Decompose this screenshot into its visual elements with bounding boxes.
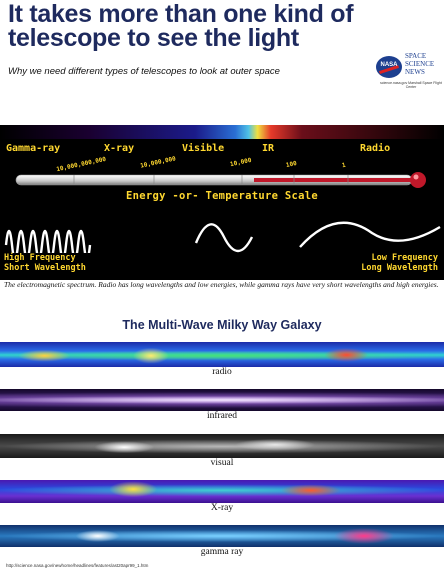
page-title: It takes more than one kind of telescope… (8, 0, 444, 52)
nasa-logo: NASA SPACE SCIENCE NEWS science.nasa.gov… (376, 50, 444, 98)
energy-scale-label: Energy -or- Temperature Scale (125, 190, 319, 202)
brand-line-1: SPACE (405, 52, 427, 60)
spectrum-caption: The electromagnetic spectrum. Radio has … (4, 280, 439, 289)
brand-line-3: NEWS (405, 68, 425, 76)
medium-wave-icon (194, 223, 254, 253)
long-wavelength-line: Long Wavelength (361, 263, 438, 273)
low-frequency-label: Low Frequency Long Wavelength (338, 253, 438, 273)
nasa-logo-text: NASA (380, 62, 398, 68)
space-science-news-brand: SPACE SCIENCE NEWS (405, 52, 434, 76)
visual-strip-image (0, 434, 444, 458)
radio-strip-image (0, 342, 444, 367)
milky-way-title: The Multi-Wave Milky Way Galaxy (122, 318, 322, 332)
infrared-strip-image (0, 389, 444, 411)
x-ray-strip-label: X-ray (210, 503, 234, 513)
long-wave-icon (299, 221, 441, 248)
thermometer-icon (15, 172, 426, 188)
high-frequency-label: High Frequency Short Wavelength (4, 253, 86, 273)
spectrum-gradient-bar (0, 125, 444, 139)
short-wavelength-line: Short Wavelength (4, 263, 86, 273)
gamma-ray-strip-image (0, 525, 444, 547)
band-radio: Radio (360, 143, 391, 154)
source-url: http://science.nasa.gov/newhome/headline… (6, 563, 149, 568)
title-line-2: telescope to see the light (8, 24, 299, 52)
infrared-strip-label: infrared (206, 411, 238, 421)
short-wave-icon (4, 229, 92, 253)
band-x-ray: X-ray (104, 143, 135, 154)
low-frequency-line: Low Frequency (371, 253, 438, 263)
brand-subtext: science.nasa.gov Marshall Space Flight C… (380, 81, 442, 89)
page-subtitle: Why we need different types of telescope… (8, 66, 280, 77)
value-label-5: 1 (341, 161, 347, 170)
band-gamma-ray: Gamma-ray (6, 143, 61, 154)
value-label-2: 10,000,000 (139, 155, 177, 170)
brand-line-2: SCIENCE (405, 60, 435, 68)
band-ir: IR (262, 143, 275, 154)
value-label-3: 10,000 (229, 156, 253, 169)
wave-diagram (4, 221, 441, 253)
spectrum-graphic: Gamma-ray X-ray Visible IR Radio 10,000,… (0, 125, 444, 280)
radio-strip-label: radio (212, 367, 232, 377)
band-visible: Visible (182, 143, 225, 154)
title-line-1: It takes more than one kind of (8, 0, 354, 28)
value-label-4: 100 (285, 159, 298, 170)
x-ray-strip-image (0, 480, 444, 503)
high-frequency-line: High Frequency (4, 253, 76, 263)
visual-strip-label: visual (210, 458, 234, 468)
gamma-ray-strip-label: gamma ray (200, 547, 244, 557)
